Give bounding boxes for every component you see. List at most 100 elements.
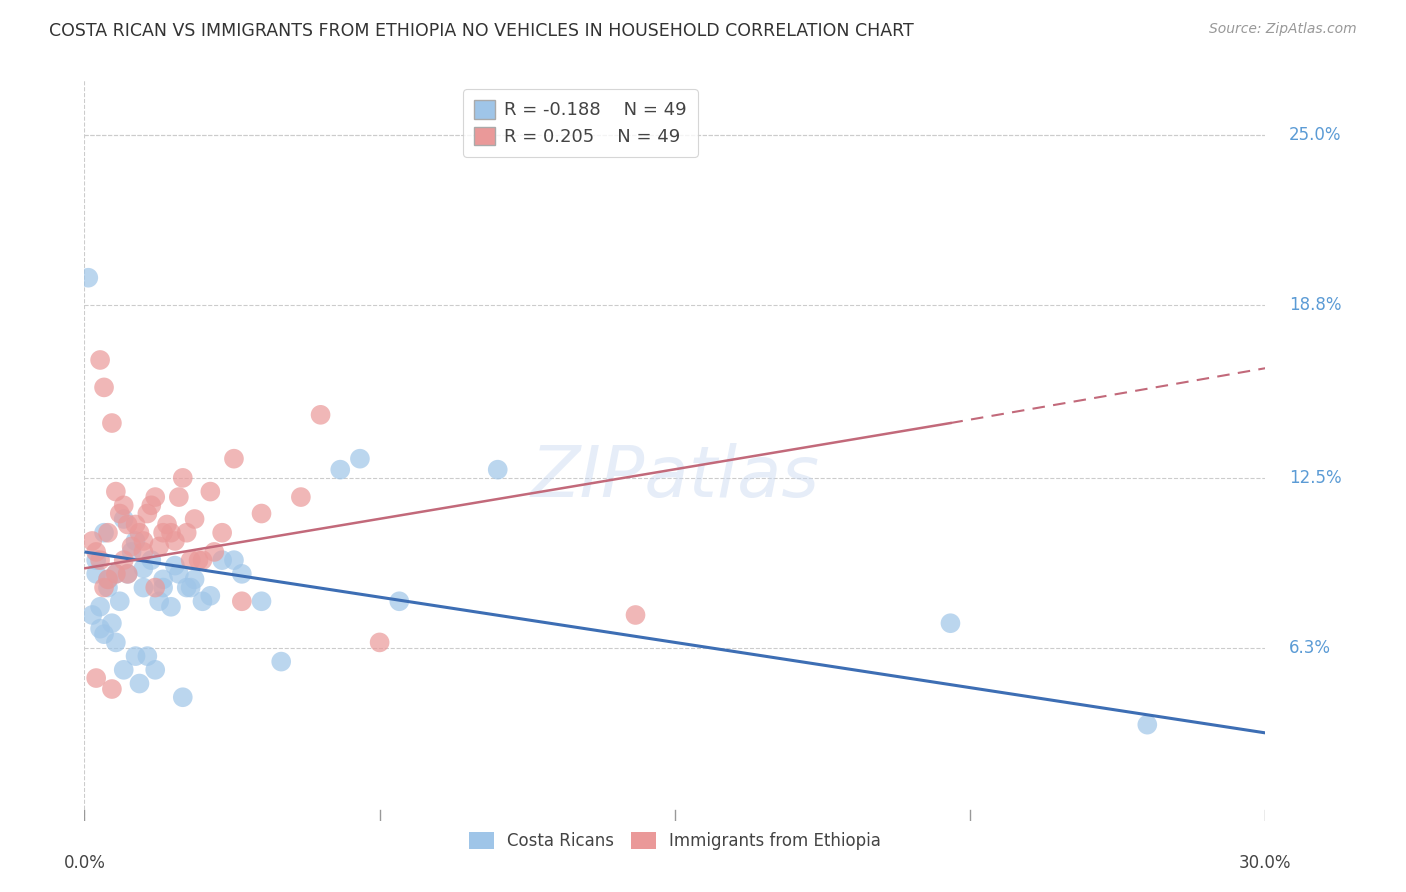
- Point: [97, 525, 120, 540]
- Point: [97, 572, 120, 586]
- Point: [388, 594, 411, 608]
- Point: [82, 533, 104, 548]
- Point: [124, 533, 146, 548]
- Point: [231, 566, 253, 581]
- Point: [200, 589, 222, 603]
- Text: 30.0%: 30.0%: [1239, 854, 1292, 871]
- Point: [309, 408, 332, 422]
- Point: [160, 599, 183, 614]
- Point: [172, 690, 194, 705]
- Point: [117, 566, 139, 581]
- Text: ZIPatlas: ZIPatlas: [530, 443, 820, 512]
- Point: [104, 566, 127, 581]
- Point: [77, 270, 100, 285]
- Point: [108, 507, 131, 521]
- Point: [132, 561, 155, 575]
- Point: [89, 599, 111, 614]
- Point: [132, 581, 155, 595]
- Point: [84, 671, 107, 685]
- Point: [132, 545, 155, 559]
- Text: 25.0%: 25.0%: [1289, 126, 1341, 145]
- Point: [200, 484, 222, 499]
- Point: [124, 517, 146, 532]
- Point: [112, 498, 135, 512]
- Point: [143, 581, 166, 595]
- Point: [183, 512, 205, 526]
- Point: [160, 525, 183, 540]
- Point: [84, 553, 107, 567]
- Point: [176, 525, 198, 540]
- Point: [152, 581, 174, 595]
- Point: [97, 572, 120, 586]
- Point: [136, 507, 159, 521]
- Point: [148, 594, 170, 608]
- Point: [1136, 717, 1159, 731]
- Point: [167, 490, 190, 504]
- Point: [121, 540, 143, 554]
- Point: [183, 572, 205, 586]
- Point: [486, 463, 509, 477]
- Point: [104, 566, 127, 581]
- Point: [93, 380, 115, 394]
- Point: [329, 463, 352, 477]
- Point: [104, 635, 127, 649]
- Point: [84, 566, 107, 581]
- Point: [172, 471, 194, 485]
- Point: [101, 416, 124, 430]
- Point: [128, 676, 150, 690]
- Point: [124, 649, 146, 664]
- Point: [349, 451, 371, 466]
- Point: [104, 484, 127, 499]
- Point: [93, 581, 115, 595]
- Point: [191, 553, 214, 567]
- Point: [939, 616, 962, 631]
- Point: [290, 490, 312, 504]
- Point: [121, 545, 143, 559]
- Point: [143, 663, 166, 677]
- Legend: Costa Ricans, Immigrants from Ethiopia: Costa Ricans, Immigrants from Ethiopia: [463, 825, 887, 856]
- Text: 18.8%: 18.8%: [1289, 296, 1341, 314]
- Point: [180, 553, 202, 567]
- Point: [202, 545, 225, 559]
- Point: [93, 525, 115, 540]
- Point: [250, 594, 273, 608]
- Point: [136, 649, 159, 664]
- Point: [128, 525, 150, 540]
- Point: [163, 558, 186, 573]
- Point: [89, 622, 111, 636]
- Point: [211, 525, 233, 540]
- Point: [167, 566, 190, 581]
- Text: Source: ZipAtlas.com: Source: ZipAtlas.com: [1209, 22, 1357, 37]
- Point: [270, 655, 292, 669]
- Point: [112, 553, 135, 567]
- Point: [84, 545, 107, 559]
- Point: [222, 553, 245, 567]
- Point: [231, 594, 253, 608]
- Point: [163, 533, 186, 548]
- Text: 6.3%: 6.3%: [1289, 639, 1331, 657]
- Point: [97, 581, 120, 595]
- Point: [141, 553, 163, 567]
- Point: [250, 507, 273, 521]
- Point: [112, 512, 135, 526]
- Point: [93, 627, 115, 641]
- Point: [152, 572, 174, 586]
- Point: [132, 533, 155, 548]
- Text: 12.5%: 12.5%: [1289, 469, 1341, 487]
- Point: [82, 607, 104, 622]
- Point: [101, 681, 124, 696]
- Point: [141, 498, 163, 512]
- Point: [187, 553, 209, 567]
- Point: [176, 581, 198, 595]
- Point: [180, 581, 202, 595]
- Point: [143, 490, 166, 504]
- Point: [191, 594, 214, 608]
- Point: [368, 635, 391, 649]
- Point: [148, 540, 170, 554]
- Point: [117, 566, 139, 581]
- Point: [222, 451, 245, 466]
- Point: [112, 663, 135, 677]
- Text: 0.0%: 0.0%: [63, 854, 105, 871]
- Point: [117, 517, 139, 532]
- Point: [108, 594, 131, 608]
